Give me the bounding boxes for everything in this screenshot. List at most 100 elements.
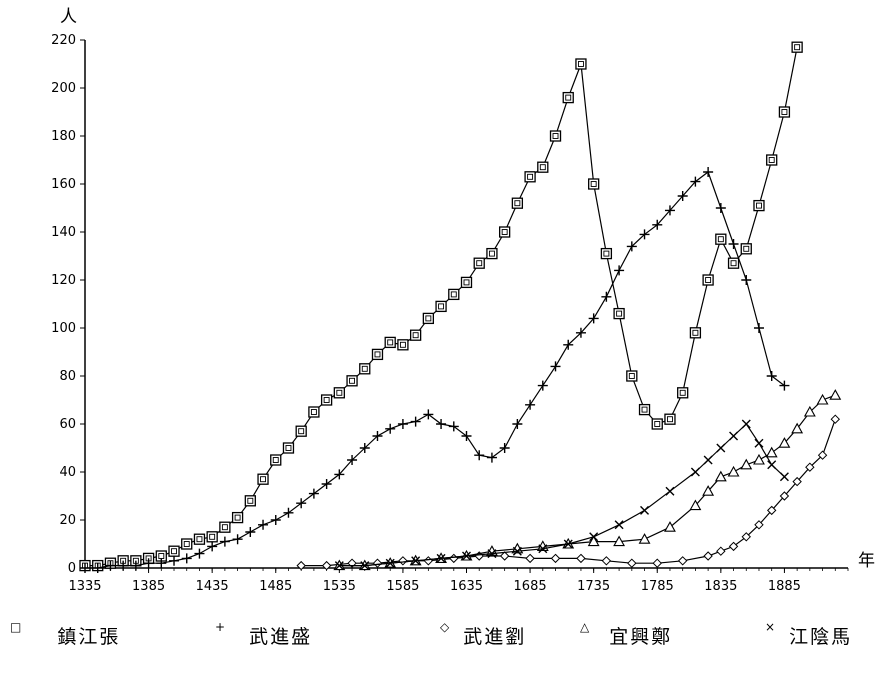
square-marker-inner (641, 406, 648, 413)
data-point (385, 423, 396, 434)
square-marker-inner (183, 541, 190, 547)
data-point (308, 488, 319, 499)
data-point (219, 536, 230, 547)
y-tick-label: 220 (51, 33, 76, 48)
y-tick-label: 200 (51, 81, 76, 96)
square-marker (638, 403, 651, 416)
data-point (371, 348, 384, 361)
square-marker-inner (323, 397, 330, 403)
data-point (830, 414, 840, 424)
square-marker-inner (221, 524, 228, 531)
data-point (575, 58, 587, 70)
data-point (753, 199, 765, 212)
square-marker (778, 106, 791, 118)
data-point (257, 473, 269, 485)
legend-item-zhenjiang-zhang: □ 鎮江張 (10, 620, 120, 649)
square-marker (320, 394, 333, 406)
legend-label: 江陰馬 (789, 626, 853, 648)
square-marker-icon: □ (10, 620, 24, 634)
data-point (728, 239, 739, 249)
square-marker (689, 327, 702, 339)
data-point (448, 421, 459, 432)
x-tick-label: 1785 (641, 579, 674, 594)
data-point (397, 419, 408, 429)
square-marker (511, 197, 524, 209)
legend-item-jiangyin-ma: × 江陰馬 (765, 620, 853, 649)
legend: □ 鎮江張 + 武進盛 ◇ 武進劉 △ 宜興鄭 × 江陰馬 (0, 620, 895, 666)
data-point (689, 327, 702, 339)
square-marker-inner (590, 181, 597, 187)
data-point (346, 375, 358, 387)
square-marker-inner (234, 514, 241, 521)
data-point (550, 553, 561, 564)
data-point (486, 452, 497, 463)
data-point (753, 453, 765, 465)
data-point (499, 551, 510, 561)
data-point (423, 556, 434, 566)
diamond-marker-icon: ◇ (440, 620, 452, 634)
data-point (765, 446, 778, 458)
x-tick-label: 1535 (323, 579, 356, 594)
square-marker-inner (171, 548, 177, 555)
data-point (754, 520, 764, 530)
data-point (385, 558, 395, 568)
data-point (460, 276, 473, 289)
y-tick-label: 40 (59, 465, 76, 480)
y-axis-unit-label: 人 (60, 7, 77, 27)
square-marker (371, 348, 384, 361)
square-marker-inner (412, 332, 419, 339)
data-point (549, 130, 562, 142)
x-tick-label: 1885 (768, 579, 801, 594)
square-marker-inner (285, 445, 292, 451)
square-marker-inner (196, 536, 203, 543)
data-point (829, 389, 842, 400)
cross-marker-icon: × (765, 620, 778, 634)
data-point (244, 495, 256, 507)
square-marker-inner (743, 245, 750, 252)
square-marker-inner (628, 373, 635, 379)
data-point (384, 336, 396, 349)
square-marker-inner (730, 260, 737, 267)
data-point (716, 546, 726, 556)
x-tick-label: 1735 (577, 579, 610, 594)
data-point (652, 219, 663, 230)
series-0 (79, 41, 803, 572)
data-point (270, 454, 282, 466)
data-point (130, 560, 141, 571)
data-point (232, 534, 243, 545)
data-point (588, 313, 599, 324)
data-point (334, 469, 345, 480)
data-point (640, 505, 650, 515)
data-point (716, 443, 726, 453)
y-tick-label: 80 (59, 369, 76, 384)
data-point (727, 257, 740, 269)
square-marker (753, 199, 765, 212)
y-tick-label: 180 (51, 129, 76, 144)
data-point (334, 561, 344, 571)
data-point (282, 442, 295, 454)
data-point (563, 339, 574, 350)
data-point (524, 171, 536, 183)
y-tick-label: 60 (59, 417, 76, 432)
square-marker-inner (247, 497, 254, 504)
data-point (181, 553, 192, 564)
data-point (754, 438, 764, 448)
data-point (601, 291, 612, 302)
data-point (320, 394, 333, 406)
data-point (512, 419, 523, 429)
y-tick-label: 100 (51, 321, 76, 336)
data-point (474, 450, 485, 461)
data-point (550, 361, 561, 372)
data-point (473, 257, 485, 269)
data-point (80, 563, 90, 573)
data-point (486, 247, 498, 260)
data-point (740, 243, 752, 255)
data-point (372, 431, 383, 441)
legend-label: 武進盛 (249, 626, 313, 648)
square-marker (282, 442, 295, 454)
y-tick-label: 120 (51, 273, 76, 288)
data-point (436, 553, 446, 563)
x-tick-label: 1635 (450, 579, 483, 594)
data-point (398, 556, 408, 566)
data-point (409, 329, 422, 341)
